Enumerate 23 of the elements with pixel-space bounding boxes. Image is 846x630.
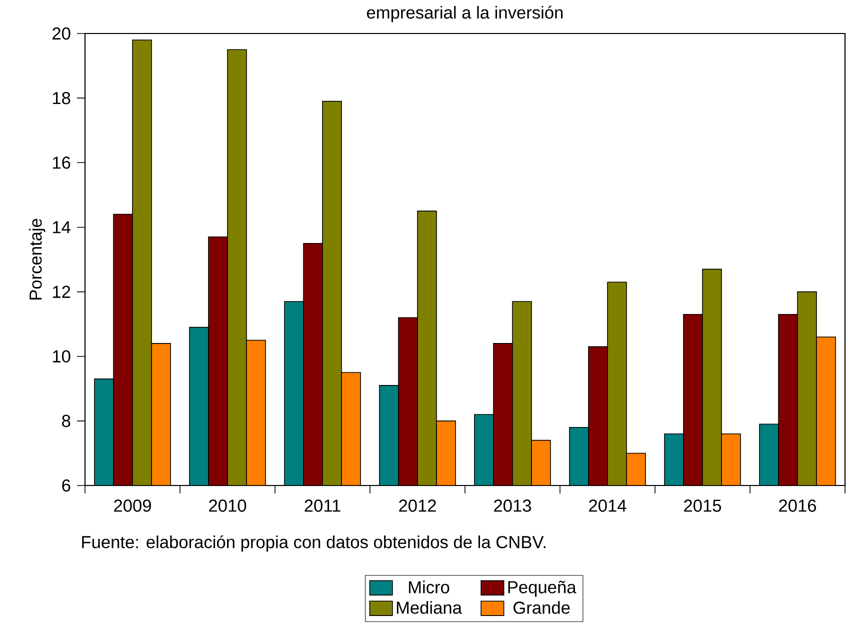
chart-title: empresarial a la inversión [366, 6, 563, 22]
legend-label: Pequeña [508, 580, 576, 598]
legend-label: Grande [514, 601, 570, 614]
y-tick-label: 8 [62, 415, 70, 428]
x-tick-label: 2011 [304, 500, 340, 512]
x-tick-label: 2012 [399, 500, 436, 512]
legend-label: Mediana [396, 601, 462, 614]
x-tick-label: 2014 [589, 500, 626, 512]
y-tick-label: 12 [53, 286, 70, 298]
y-tick-label: 10 [53, 350, 70, 363]
y-tick-label: 20 [52, 28, 70, 40]
x-tick-label: 2013 [494, 500, 532, 512]
y-tick-label: 14 [53, 222, 70, 234]
x-tick-label: 2016 [779, 500, 816, 512]
x-tick-label: 2015 [684, 500, 722, 512]
x-tick-label: 2009 [114, 500, 151, 512]
y-tick-label: 16 [53, 156, 70, 170]
y-tick-label: 18 [53, 92, 70, 104]
x-tick-label: 2010 [209, 500, 246, 512]
legend-label: Micro [408, 580, 450, 594]
source-note: Fuente: elaboración propia con datos obtenidos de la CNBV. [82, 536, 546, 552]
y-tick-label: 6 [62, 480, 70, 492]
y-axis-title: Porcentaje [29, 219, 46, 300]
